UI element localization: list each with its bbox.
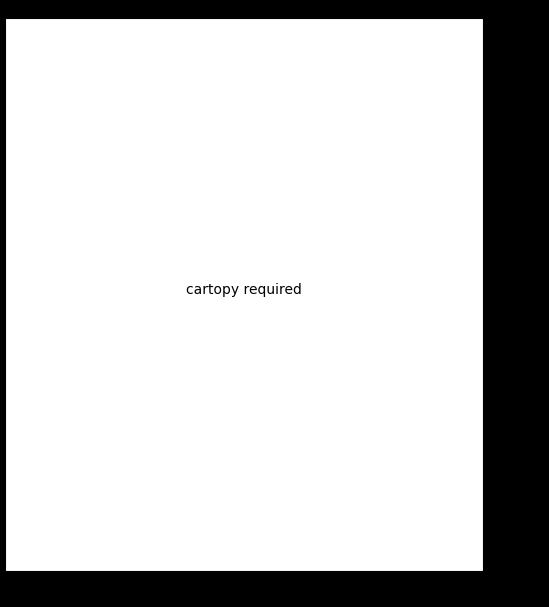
Text: cartopy required: cartopy required bbox=[186, 283, 302, 297]
